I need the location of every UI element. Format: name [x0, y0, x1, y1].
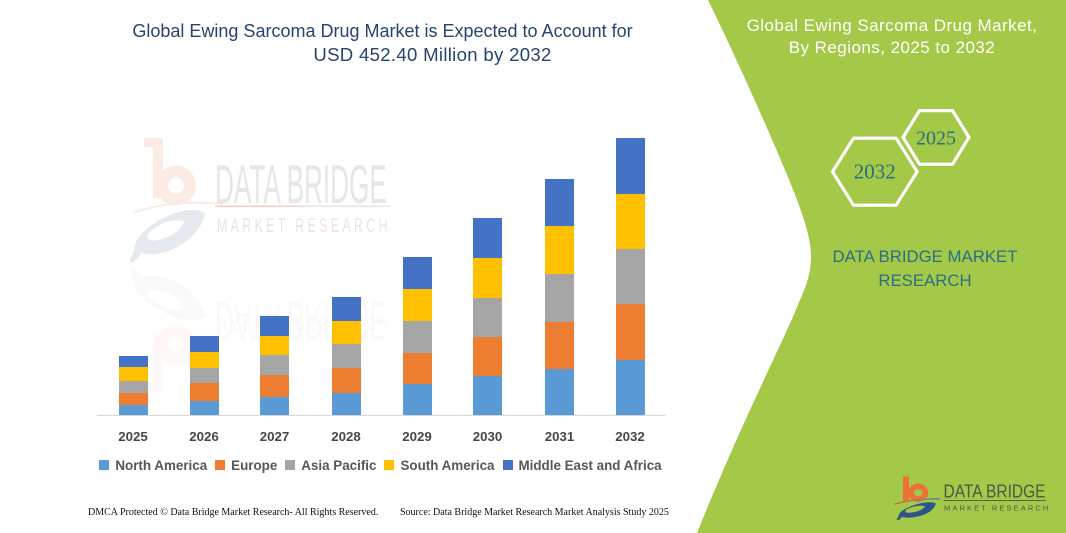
svg-text:MARKET RESEARCH: MARKET RESEARCH: [944, 504, 1050, 513]
svg-text:MARKET RESEARCH: MARKET RESEARCH: [217, 312, 391, 333]
svg-text:2032: 2032: [854, 160, 896, 184]
svg-text:2025: 2025: [916, 128, 956, 150]
svg-text:MARKET RESEARCH: MARKET RESEARCH: [217, 215, 391, 236]
svg-text:DATA BRIDGE: DATA BRIDGE: [944, 481, 1046, 502]
